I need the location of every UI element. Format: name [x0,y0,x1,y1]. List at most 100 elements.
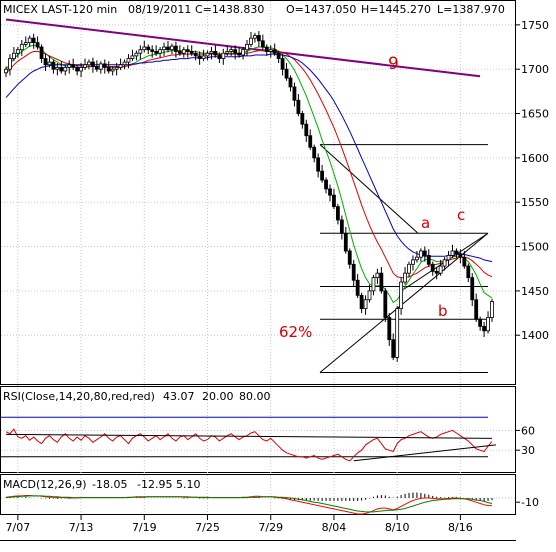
price-bar-body [23,42,28,45]
price-bar-body [83,64,87,68]
price-bar-body [466,265,471,278]
price-bar-body [296,99,301,114]
price-bar-body [47,61,52,66]
price-bar-body [154,51,159,54]
price-bar-body [367,290,372,301]
price-bar-body [75,67,80,72]
price-bar-body [8,58,12,70]
price-bar-body [260,40,265,48]
wave-c-label: c [457,206,465,224]
x-tick-label: 7/25 [195,521,220,534]
y-tick-label: 1650 [521,108,549,121]
macd-panel-frame [0,474,516,515]
x-tick-label: 8/04 [322,521,347,534]
price-bars [4,31,494,362]
price-bar-body [312,146,317,159]
price-bar-body [98,63,103,70]
channel-upper-line [319,144,419,234]
price-bar-body [197,55,202,59]
price-bar-body [166,46,170,51]
x-tick-label: 7/13 [69,521,94,534]
y-tick-label: 1750 [521,19,549,32]
price-bar-body [320,170,324,181]
price-bar-body [422,250,427,256]
rsi-plot [1,416,515,462]
x-tick-label: 7/07 [6,521,31,534]
price-bar-body [110,68,115,72]
price-bar-body [106,67,111,72]
price-bar-body [114,67,119,70]
price-bar-body [264,46,269,52]
price-bar-body [363,299,368,310]
price-bar-body [12,52,16,59]
price-bar-body [67,64,72,68]
x-tick-label: 7/19 [132,521,157,534]
y-tick-label: 1450 [521,285,549,298]
price-bar-body [308,135,313,148]
price-bar-body [355,279,360,296]
price-bar-body [63,67,68,72]
rsi-lower: 20.00 [202,390,234,403]
price-bar-body [450,250,455,256]
price-bar-body [284,68,289,79]
price-bar-body [79,67,83,72]
ma-slow-line [5,53,493,263]
rsi-upper: 80.00 [239,390,271,403]
price-bar-body [185,49,190,52]
price-bar-body [399,281,404,310]
price-bar-body [71,64,76,68]
price-bar-body [430,263,435,272]
price-bar-body [225,51,230,54]
x-tick-label: 8/10 [385,521,410,534]
price-bar-body [55,67,60,70]
price-bar-body [201,55,206,59]
price-bar-body [118,64,123,68]
price-bar-body [458,253,463,258]
price-bar-body [217,54,222,59]
price-bar-body [51,61,56,70]
rsi-trendline [353,444,497,462]
price-bar-body [174,45,178,52]
price-bar-body [442,259,447,267]
price-bar-body [446,255,451,261]
price-bar-body [391,339,396,358]
fib-62-label: 62% [279,323,312,341]
macd-signal-line [5,495,493,513]
y-tick-label: 1550 [521,196,549,209]
price-bar-body [138,49,143,54]
wave-b-label: b [438,302,448,320]
price-bar-body [91,61,95,67]
price-bar-body [150,49,155,52]
price-bar-body [371,277,376,292]
y-tick-label: 1500 [521,241,549,254]
price-bar-body [268,49,273,52]
price-bar-body [177,51,182,54]
price-bar-body [102,63,107,68]
macd-signal-value: -12.95 [137,478,172,491]
price-bar-body [304,123,309,137]
x-axis: 7/07 7/13 7/19 7/25 7/29 8/04 8/10 8/16 [6,514,473,534]
rsi-line [5,428,493,462]
price-bar-body [438,265,443,274]
price-bar-body [237,52,242,56]
price-y-axis: 1400 1450 1500 1550 1600 1650 1700 1750 30 60 -10 [515,19,549,509]
rsi-y-tick-label: 30 [521,444,535,457]
price-bar-body [134,52,139,57]
price-bar-body [4,68,8,74]
price-bar-body [87,61,91,66]
header-symbol: MICEX LAST-120 min [3,3,117,16]
price-bar-body [328,188,332,196]
horizontal-levels [320,144,488,373]
price-bar-body [418,250,423,258]
price-bar-body [336,206,340,221]
price-bar-body [403,272,407,283]
price-bar-body [332,194,336,208]
price-bar-body [351,263,356,281]
price-bar-body [213,51,218,56]
price-bar-body [347,250,352,265]
price-bar-body [233,49,238,54]
rsi-y-tick-label: 60 [521,424,535,437]
rsi-value: 43.07 [163,390,195,403]
price-bar-body [383,290,388,318]
